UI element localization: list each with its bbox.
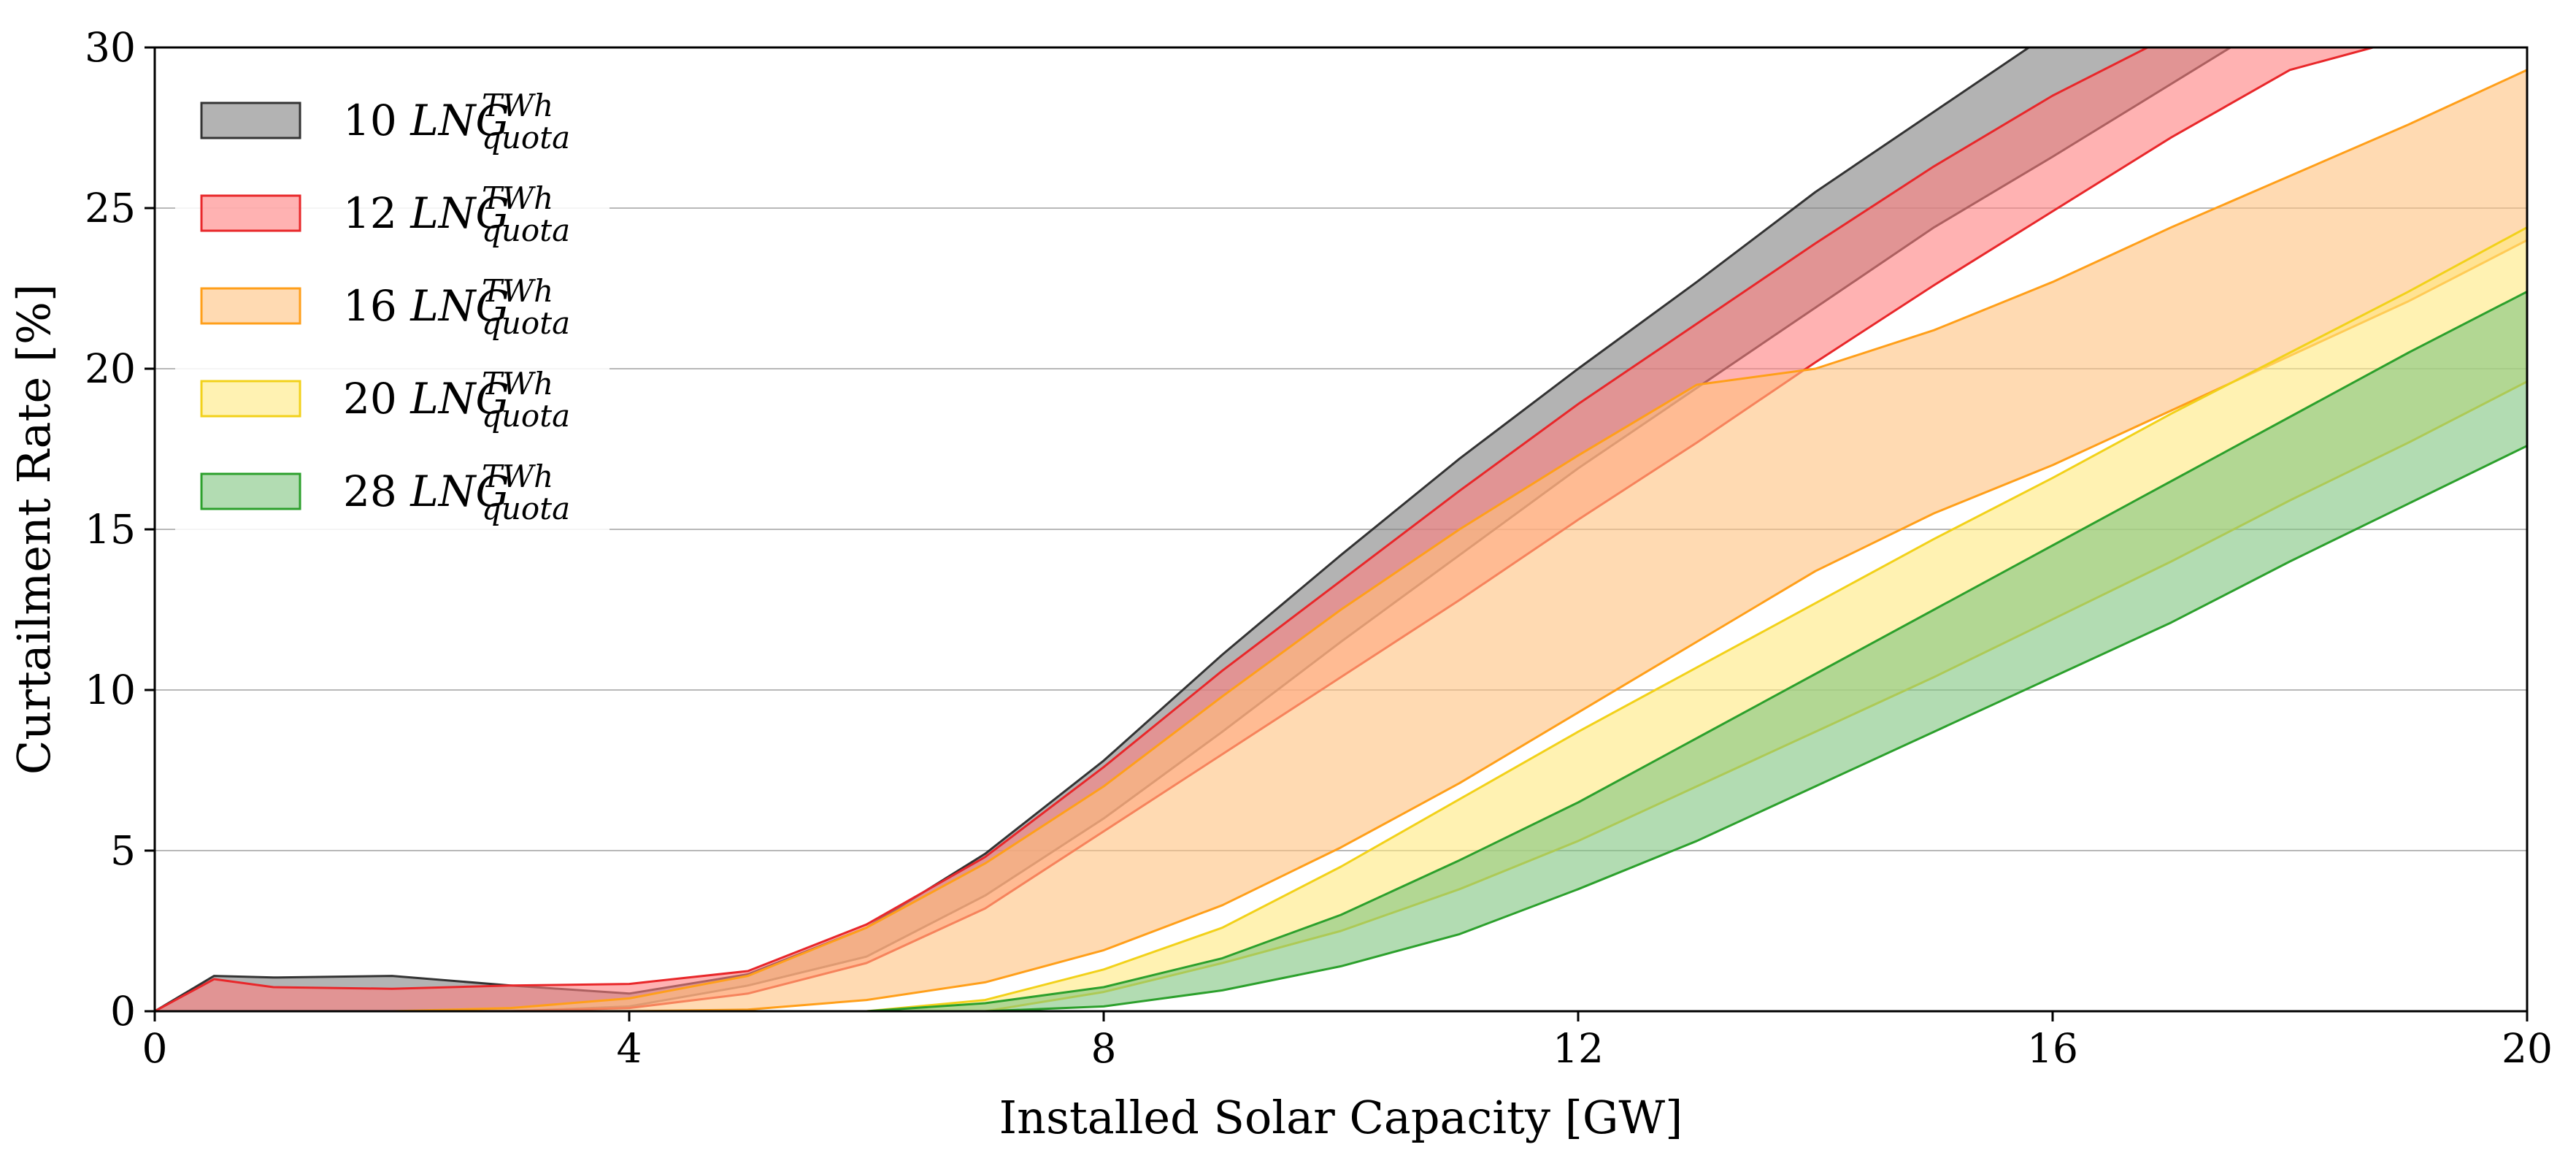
x-tick-label: 12 (1553, 1025, 1604, 1072)
legend-swatch-20 (200, 380, 301, 418)
axis-ticks: 0 5 10 15 20 25 30 0 4 8 12 16 20 (85, 24, 2553, 1072)
legend-subscript: quota (482, 491, 570, 526)
y-axis-label: Curtailment Rate [%] (7, 284, 61, 775)
legend-superscript: TWh (482, 180, 553, 216)
x-tick-label: 0 (142, 1025, 168, 1072)
x-tick-label: 8 (1091, 1025, 1117, 1072)
legend-subscript: quota (482, 305, 570, 341)
y-tick-label: 25 (85, 185, 136, 231)
x-tick-label: 4 (617, 1025, 642, 1072)
x-tick-label: 20 (2502, 1025, 2553, 1072)
y-tick-label: 15 (85, 506, 136, 553)
band-28-lng-quota (155, 290, 2527, 1011)
legend-superscript: TWh (482, 366, 553, 402)
x-tick-label: 16 (2027, 1025, 2078, 1072)
legend-subscript: quota (482, 212, 570, 248)
legend-swatch-10 (200, 101, 301, 139)
legend-label-16: 16 LNG (343, 281, 510, 331)
legend-swatch-12 (200, 194, 301, 232)
y-tick-label: 10 (85, 667, 136, 713)
y-tick-label: 30 (85, 24, 136, 71)
legend-label-20: 20 LNG (343, 374, 510, 423)
legend-label-12: 12 LNG (343, 188, 510, 238)
y-tick-label: 20 (85, 345, 136, 392)
legend-superscript: TWh (482, 273, 553, 309)
legend-superscript: TWh (482, 88, 553, 123)
legend-subscript: quota (482, 398, 570, 434)
legend-label-10: 10 LNG (343, 96, 510, 145)
legend-swatch-16 (200, 287, 301, 325)
legend-subscript: quota (482, 120, 570, 156)
legend-superscript: TWh (482, 459, 553, 494)
band-16-lng-quota (155, 69, 2527, 1011)
y-tick-label: 0 (110, 988, 136, 1035)
legend-swatch-28 (200, 472, 301, 510)
legend-label-28: 28 LNG (343, 467, 510, 516)
series-bands (155, 47, 2527, 1011)
x-axis-label: Installed Solar Capacity [GW] (999, 1091, 1683, 1144)
y-tick-label: 5 (110, 827, 136, 874)
